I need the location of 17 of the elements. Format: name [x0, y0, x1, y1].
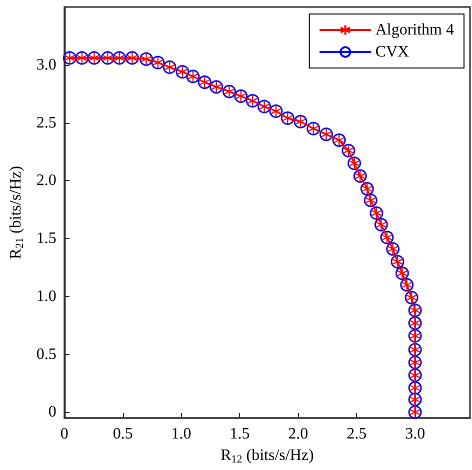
legend-label: CVX — [375, 44, 410, 60]
y-tick-label: 2.5 — [36, 114, 56, 132]
y-axis-title: R21 (bits/s/Hz) — [8, 166, 26, 260]
y-tick-label: 1.0 — [36, 288, 56, 305]
legend-label: Algorithm 4 — [375, 22, 454, 38]
x-tick-label: 2.0 — [288, 426, 308, 442]
y-tick-label: 2.0 — [36, 172, 56, 190]
x-tick-label: 2.5 — [346, 426, 367, 442]
x-tick-label: 0 — [60, 426, 68, 442]
y-tick-label: 0.5 — [36, 346, 56, 363]
x-tick-label: 3.0 — [405, 426, 426, 442]
x-tick-label: 1.0 — [171, 426, 192, 442]
x-tick-label: 1.5 — [230, 426, 250, 442]
x-tick-label: 0.5 — [112, 426, 133, 442]
y-tick-label: 0 — [48, 404, 56, 421]
y-tick-label: 1.5 — [36, 230, 56, 248]
y-tick-label: 3.0 — [36, 56, 56, 74]
